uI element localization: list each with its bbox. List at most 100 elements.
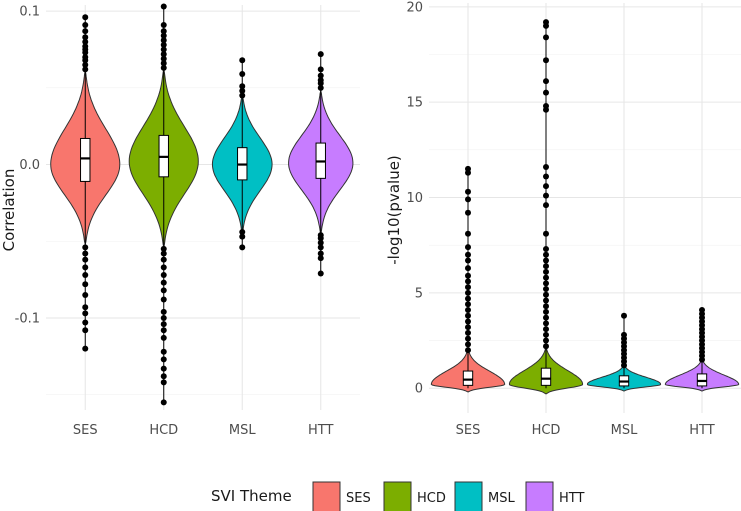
left-outlier-point	[160, 245, 167, 252]
left-outlier-point	[82, 54, 89, 61]
left-outlier-point	[82, 345, 89, 352]
left-outlier-point	[82, 264, 89, 271]
right-outlier-point	[543, 164, 549, 170]
left-outlier-point	[160, 51, 167, 58]
legend-items: SES HCD MSL HTT	[312, 481, 584, 511]
left-outlier-point	[317, 270, 324, 277]
left-outlier-point	[160, 356, 167, 363]
right-outlier-point	[543, 337, 549, 344]
left-outlier-point	[82, 244, 89, 251]
left-outlier-point	[82, 310, 89, 317]
right-outlier-point	[543, 314, 549, 321]
right-outlier-point	[465, 196, 471, 203]
legend: SVI Theme SES HCD MSL HTT	[211, 481, 584, 511]
left-outlier-point	[317, 255, 324, 262]
left-outlier-point	[82, 281, 89, 288]
left-outlier-point	[160, 60, 167, 67]
right-outlier-point	[543, 257, 549, 264]
left-outlier-point	[82, 38, 89, 45]
right-x-tick-label: HCD	[532, 423, 561, 438]
legend-label-htt: HTT	[559, 491, 584, 506]
left-violin-hcd	[128, 3, 199, 406]
right-violin-htt	[664, 307, 740, 392]
legend-item-msl: MSL	[454, 481, 515, 511]
left-x-tick-label: SES	[73, 423, 98, 438]
left-outlier-point	[160, 32, 167, 39]
right-outlier-point	[465, 301, 471, 308]
legend-item-hcd: HCD	[383, 481, 446, 511]
left-outlier-point	[317, 244, 324, 251]
right-outlier-point	[621, 331, 627, 338]
left-y-tick-label: 0.0	[19, 158, 40, 173]
right-x-tick-label: MSL	[611, 423, 638, 438]
left-outlier-point	[160, 287, 167, 294]
left-outlier-point	[160, 373, 167, 380]
right-y-tick-label: 20	[406, 0, 423, 15]
right-outlier-point	[543, 78, 549, 85]
right-outlier-point	[465, 209, 471, 216]
right-outlier-point	[465, 341, 471, 348]
left-x-tick-label: HTT	[308, 423, 333, 438]
right-outlier-point	[465, 188, 471, 195]
left-y-tick-label: -0.1	[15, 311, 40, 326]
right-y-tick-label: 5	[415, 286, 423, 301]
right-outlier-point	[543, 34, 549, 41]
left-outlier-point	[239, 87, 246, 94]
left-outlier-point	[317, 239, 324, 246]
legend-swatch-htt	[525, 481, 554, 511]
right-outlier-point	[543, 308, 549, 315]
right-violin-msl	[586, 312, 662, 392]
left-outlier-point	[160, 399, 167, 406]
left-outlier-point	[317, 77, 324, 84]
right-y-axis-title: -log10(pvalue)	[385, 155, 403, 265]
legend-label-ses: SES	[346, 491, 371, 506]
right-outlier-point	[543, 246, 549, 252]
right-outlier-point	[465, 329, 471, 336]
left-outlier-point	[160, 46, 167, 53]
left-outlier-point	[239, 71, 246, 78]
legend-title: SVI Theme	[211, 487, 292, 505]
left-outlier-point	[160, 3, 167, 10]
left-outlier-point	[82, 43, 89, 50]
left-violin-htt	[288, 51, 354, 277]
left-outlier-point	[317, 84, 324, 91]
left-outlier-point	[317, 66, 324, 73]
left-outlier-point	[82, 319, 89, 326]
left-outlier-point	[82, 327, 89, 334]
right-outlier-point	[465, 318, 471, 325]
left-outlier-point	[239, 229, 246, 236]
right-x-tick-label: HTT	[689, 423, 714, 438]
right-y-tick-label: 10	[406, 191, 423, 206]
left-violins	[50, 3, 354, 406]
left-outlier-point	[160, 250, 167, 257]
right-outlier-point	[543, 192, 549, 199]
left-outlier-point	[82, 14, 89, 21]
right-box-ses	[462, 370, 474, 386]
right-outlier-point	[543, 286, 549, 293]
right-outlier-point	[465, 257, 471, 264]
left-outlier-point	[160, 256, 167, 263]
right-outlier-point	[543, 89, 549, 96]
right-box-hcd	[540, 367, 552, 386]
right-outlier-point	[543, 331, 549, 338]
right-outlier-point	[543, 320, 549, 327]
left-tick-labels: -0.1 0.0 0.1 SES HCD MSL HTT	[15, 5, 334, 438]
right-violin-hcd	[508, 19, 584, 395]
left-outlier-point	[239, 92, 246, 99]
right-outlier-point	[543, 274, 549, 281]
left-outlier-point	[160, 334, 167, 341]
right-outlier-point	[621, 312, 627, 319]
right-outlier-point	[465, 265, 471, 272]
pvalue-violin-panel: 0 5 10 15 20 SES HCD MSL HTT -log10(pvalue)	[385, 0, 741, 438]
left-outlier-point	[160, 28, 167, 35]
right-outlier-point	[543, 291, 549, 298]
legend-item-htt: HTT	[525, 481, 584, 511]
right-outlier-point	[465, 347, 471, 354]
right-outlier-point	[465, 312, 471, 319]
right-outlier-point	[465, 251, 471, 258]
left-violin-msl	[211, 57, 273, 251]
right-outlier-point	[465, 335, 471, 342]
left-outlier-point	[317, 232, 324, 239]
right-outlier-point	[543, 326, 549, 333]
